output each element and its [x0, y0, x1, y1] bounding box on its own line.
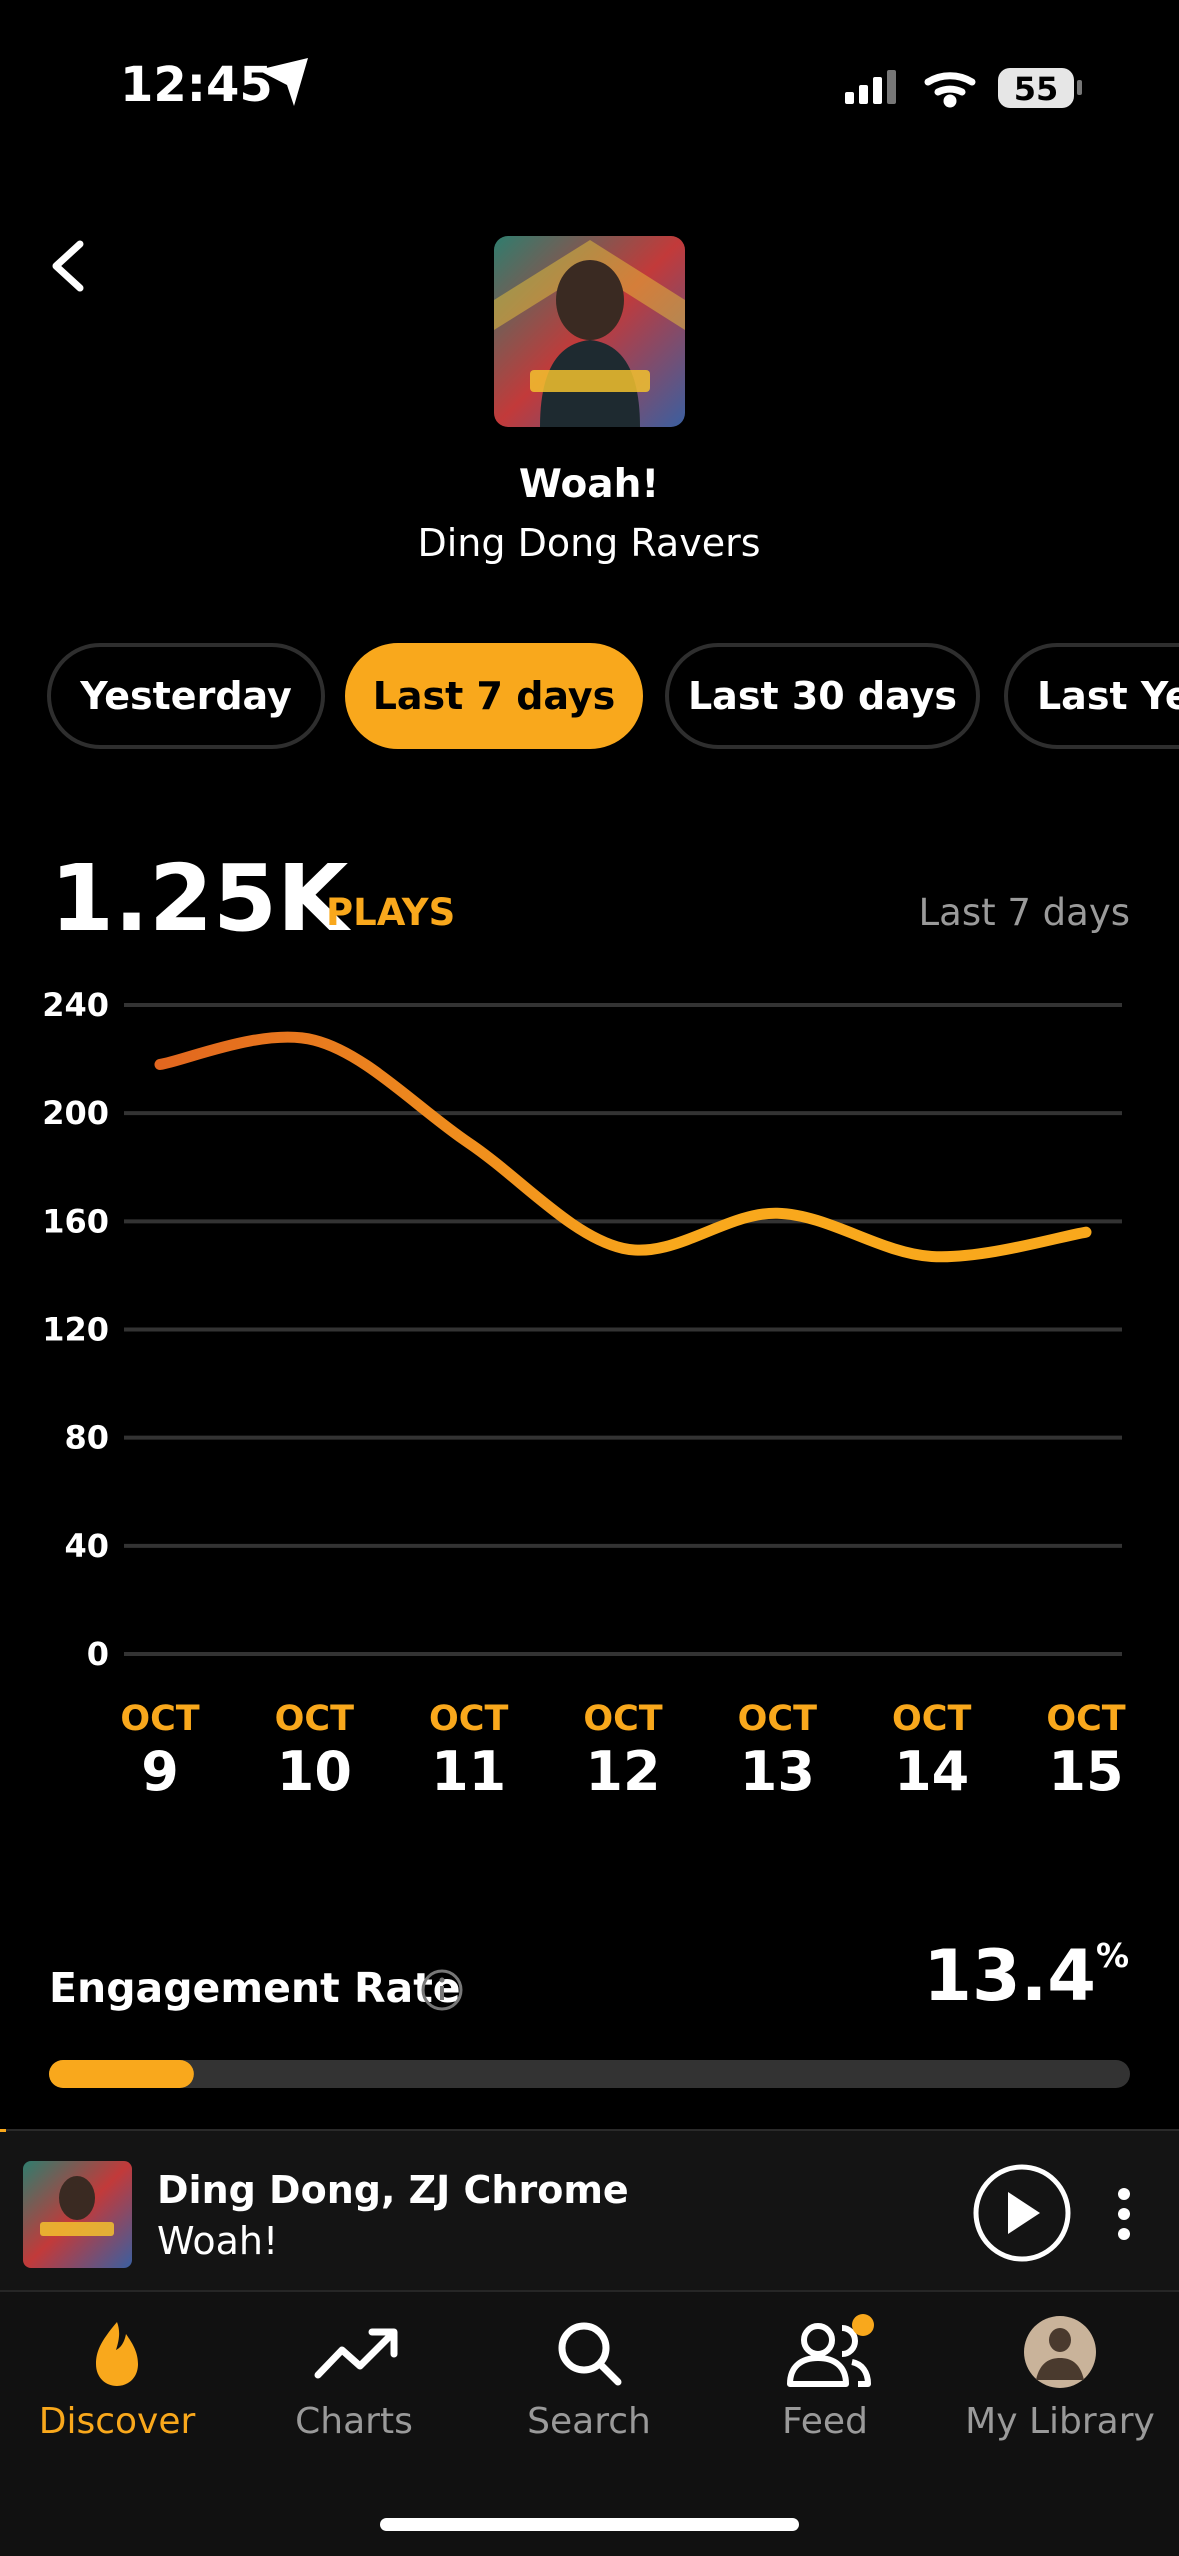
nav-item[interactable]: Discover: [39, 2322, 196, 2442]
x-tick-day: 14: [894, 1740, 969, 1803]
status-time: 12:45: [120, 57, 273, 113]
total-plays: 1.25K: [50, 845, 352, 952]
x-tick-day: 12: [585, 1740, 660, 1803]
y-tick-label: 200: [42, 1094, 109, 1132]
tab-pill: [665, 643, 980, 749]
nav-icon: [314, 2328, 398, 2379]
x-tick-month: OCT: [429, 1699, 508, 1739]
track-title: Woah!: [519, 462, 659, 507]
y-tick-label: 0: [87, 1635, 109, 1673]
y-tick-label: 80: [64, 1419, 109, 1457]
x-tick-month: OCT: [738, 1699, 817, 1739]
player-art: [23, 2161, 132, 2268]
plays-chart: 04080120160200240OCT9OCT10OCT11OCT12OCT1…: [42, 986, 1126, 1803]
album-art: [494, 236, 685, 427]
engagement-unit: %: [1096, 1936, 1129, 1975]
location-icon: [258, 58, 308, 106]
period-tabs: Yesterday Last 7 days Last 30 days Last Yea…: [47, 643, 1179, 749]
period-tab[interactable]: Yesterday: [47, 643, 325, 749]
tab-pill: [345, 643, 643, 749]
tab-pill: [1004, 643, 1179, 749]
nav-item[interactable]: My Library: [965, 2316, 1155, 2442]
x-tick-month: OCT: [892, 1699, 971, 1739]
x-tick-month: OCT: [120, 1699, 199, 1739]
x-tick-month: OCT: [583, 1699, 662, 1739]
tab-pill: [47, 643, 325, 749]
engagement-bar: [49, 2060, 194, 2088]
period-tab[interactable]: Last 30 days: [665, 643, 980, 749]
y-tick-label: 160: [42, 1202, 109, 1240]
player-artists: Ding Dong, ZJ Chrome: [157, 2168, 629, 2212]
artist-name: Ding Dong Ravers: [417, 521, 760, 565]
nav-icon: [96, 2322, 138, 2386]
play-button[interactable]: [973, 2164, 1071, 2262]
y-tick-label: 40: [64, 1527, 109, 1565]
more-button[interactable]: [1118, 2188, 1130, 2240]
tab-label: Last Year: [1037, 674, 1179, 718]
x-tick-day: 11: [431, 1740, 506, 1803]
notification-dot: [852, 2314, 874, 2336]
nav-label: Search: [527, 2401, 651, 2442]
nav-label: Charts: [295, 2401, 413, 2442]
mini-player[interactable]: [0, 2131, 1179, 2291]
y-tick-label: 120: [42, 1311, 109, 1349]
player-progress: [0, 2129, 6, 2132]
back-button[interactable]: [52, 240, 84, 292]
tab-bar-divider: [0, 2290, 1179, 2292]
tab-label: Yesterday: [79, 674, 292, 718]
player-divider: [0, 2129, 1179, 2131]
plays-unit: PLAYS: [326, 891, 455, 934]
info-icon[interactable]: [421, 1969, 463, 2011]
x-tick-day: 13: [740, 1740, 815, 1803]
player-title: Woah!: [157, 2219, 278, 2263]
period-tab[interactable]: Last 7 days: [345, 643, 643, 749]
nav-item[interactable]: Search: [527, 2322, 651, 2442]
nav-item[interactable]: Charts: [295, 2328, 413, 2442]
engagement-label: Engagement Rate: [49, 1964, 461, 2012]
home-indicator: [380, 2518, 799, 2531]
tab-label: Last 7 days: [373, 674, 616, 718]
period-tab[interactable]: Last Year: [1004, 643, 1179, 749]
battery-level: 55: [1014, 70, 1059, 108]
x-tick-month: OCT: [1046, 1699, 1125, 1739]
period-label: Last 7 days: [919, 891, 1130, 934]
avatar-figure: [1036, 2328, 1084, 2380]
nav-items: Discover Charts Search Feed My Library: [39, 2314, 1155, 2442]
nav-item[interactable]: Feed: [782, 2314, 874, 2442]
wifi-icon: [924, 72, 976, 108]
plays-line: [154, 1031, 1092, 1263]
nav-label: Feed: [782, 2401, 868, 2442]
x-tick-month: OCT: [275, 1699, 354, 1739]
x-tick-day: 10: [277, 1740, 352, 1803]
nav-label: My Library: [965, 2401, 1155, 2442]
battery-cap: [1077, 80, 1082, 95]
battery: [998, 68, 1074, 108]
nav-icon: [787, 2323, 871, 2387]
x-tick-day: 9: [141, 1740, 179, 1803]
tab-bar: [0, 2291, 1179, 2556]
signal-icon: [845, 70, 896, 104]
tab-label: Last 30 days: [688, 674, 957, 718]
x-tick-day: 15: [1048, 1740, 1123, 1803]
y-tick-label: 240: [42, 986, 109, 1024]
nav-icon: [558, 2322, 622, 2386]
engagement-rate: 13.4: [923, 1935, 1096, 2017]
nav-label: Discover: [39, 2401, 196, 2442]
engagement-track: [49, 2060, 1130, 2088]
